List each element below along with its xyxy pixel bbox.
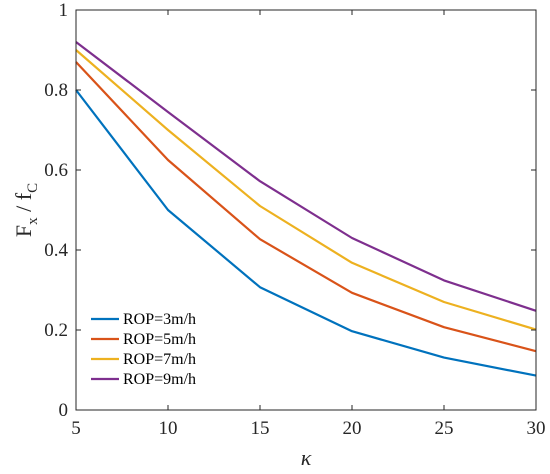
x-tick-label-1: 10 xyxy=(159,418,178,439)
y-tick-label-3: 0.6 xyxy=(44,160,68,181)
series-line-2 xyxy=(75,61,537,353)
y-tick-label-1: 0.2 xyxy=(44,320,68,341)
y-axis-label-main: F xyxy=(11,225,36,237)
x-tick-label-4: 25 xyxy=(435,418,454,439)
plot-frame xyxy=(75,9,537,411)
y-tick-label-4: 0.8 xyxy=(44,80,68,101)
legend: ROP=3m/h ROP=5m/h ROP=7m/h ROP=9m/h xyxy=(91,311,196,388)
y-tick-label-0: 0 xyxy=(59,400,69,421)
legend-label-2: ROP=5m/h xyxy=(123,331,196,348)
x-tick-label-3: 20 xyxy=(343,418,362,439)
legend-label-3: ROP=7m/h xyxy=(123,351,196,368)
series-line-4 xyxy=(75,41,537,312)
x-axis-label: κ xyxy=(301,445,312,470)
x-tick-label-0: 5 xyxy=(71,418,81,439)
x-tick-label-5: 30 xyxy=(527,418,546,439)
legend-label-4: ROP=9m/h xyxy=(123,371,196,388)
x-axis-ticks: 5 10 15 20 25 30 xyxy=(71,10,546,439)
y-axis-label-sub1: x xyxy=(25,217,41,225)
series-lines xyxy=(75,41,537,377)
series-line-1 xyxy=(75,89,537,377)
x-tick-label-2: 15 xyxy=(251,418,270,439)
y-tick-label-2: 0.4 xyxy=(44,240,68,261)
y-axis-label-sub2: C xyxy=(25,183,41,193)
y-axis-label-mid: / f xyxy=(11,192,36,217)
series-line-3 xyxy=(75,49,537,331)
y-axis-ticks: 0 0.2 0.4 0.6 0.8 1 xyxy=(44,0,536,421)
y-axis-label: Fx / fC xyxy=(11,183,41,237)
legend-label-1: ROP=3m/h xyxy=(123,311,196,328)
y-tick-label-5: 1 xyxy=(59,0,69,21)
